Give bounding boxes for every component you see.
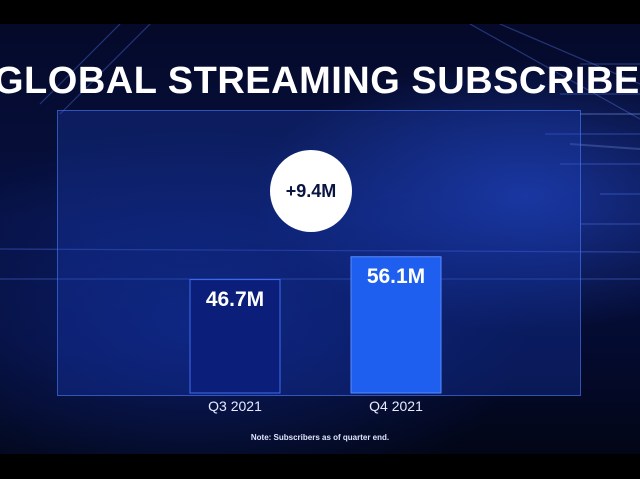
chart-plot <box>189 256 442 394</box>
difference-badge: +9.4M <box>270 150 352 232</box>
footnote: Note: Subscribers as of quarter end. <box>250 433 390 442</box>
chart-title: GLOBAL STREAMING SUBSCRIBERS <box>0 60 640 102</box>
difference-label: +9.4M <box>285 180 337 201</box>
data-label-q4-2021: 56.1M <box>366 264 426 288</box>
slide: GLOBAL STREAMING SUBSCRIBERS 46.7M 56.1M… <box>0 24 640 454</box>
data-label-q3-2021: 46.7M <box>205 287 265 311</box>
x-tick-q3-2021: Q3 2021 <box>208 398 262 414</box>
x-tick-q4-2021: Q4 2021 <box>369 398 423 414</box>
background-streaks <box>0 24 640 280</box>
bar-q3-2021 <box>189 279 281 394</box>
bar-q4-2021 <box>350 256 442 394</box>
